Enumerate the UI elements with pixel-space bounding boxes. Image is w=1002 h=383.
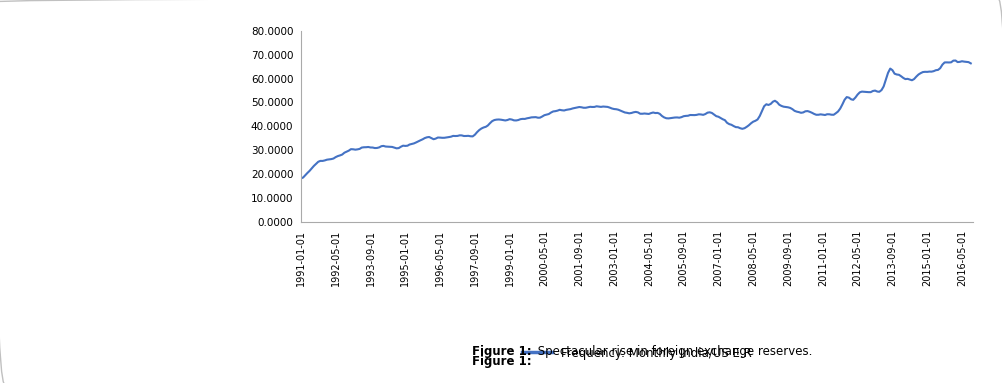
Text: Figure 1:: Figure 1:: [471, 355, 531, 368]
Text: Spectacular rise in foreign exchange reserves.: Spectacular rise in foreign exchange res…: [533, 345, 812, 358]
Legend: Frequency: Monthly India/US E.R: Frequency: Monthly India/US E.R: [521, 347, 752, 360]
Text: Figure 1:: Figure 1:: [471, 345, 531, 358]
Text: Figure 1: Spectacular rise in foreign exchange reserves.: Figure 1: Spectacular rise in foreign ex…: [337, 355, 665, 368]
